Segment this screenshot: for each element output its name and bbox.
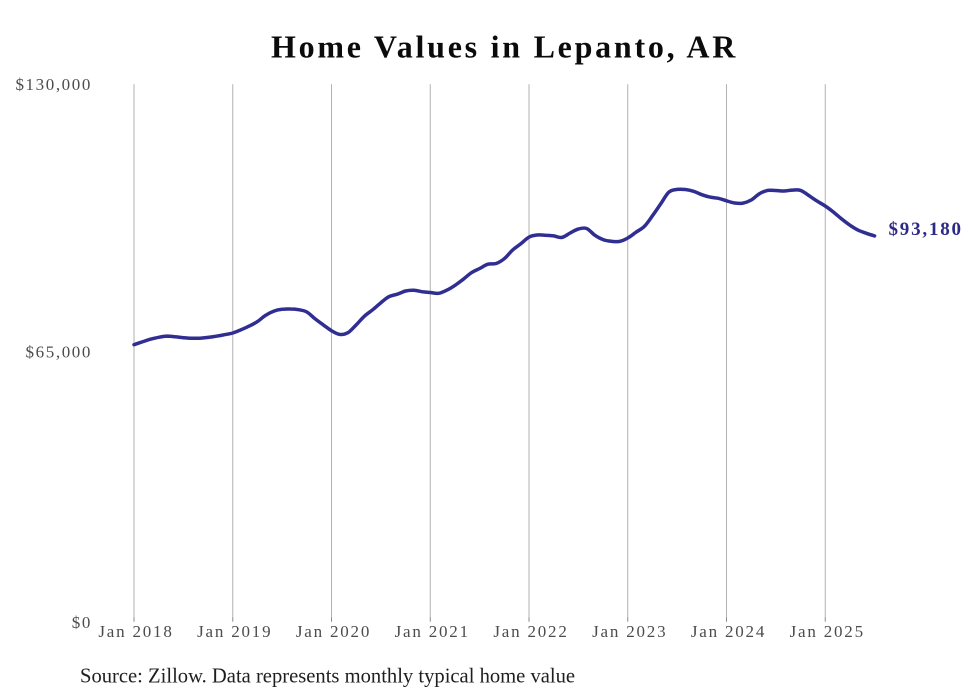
svg-text:Jan 2023: Jan 2023 [592,622,667,641]
svg-text:Home Values in Lepanto, AR: Home Values in Lepanto, AR [271,29,738,65]
svg-text:Jan 2019: Jan 2019 [197,622,272,641]
svg-text:Jan 2024: Jan 2024 [691,622,766,641]
svg-text:$65,000: $65,000 [26,343,92,362]
svg-text:$93,180: $93,180 [889,219,963,240]
svg-text:Jan 2025: Jan 2025 [790,622,865,641]
svg-text:Jan 2020: Jan 2020 [296,622,371,641]
svg-text:$0: $0 [72,613,92,632]
svg-text:Source: Zillow. Data represent: Source: Zillow. Data represents monthly … [80,666,575,688]
svg-text:Jan 2022: Jan 2022 [493,622,568,641]
svg-text:Jan 2021: Jan 2021 [395,622,470,641]
svg-text:Jan 2018: Jan 2018 [98,622,173,641]
svg-text:$130,000: $130,000 [15,75,92,94]
